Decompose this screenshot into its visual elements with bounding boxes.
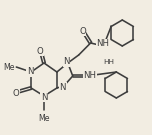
Text: NH: NH xyxy=(83,72,96,80)
Text: O: O xyxy=(13,89,20,97)
Text: N: N xyxy=(41,92,47,102)
Text: HH: HH xyxy=(103,59,114,65)
Text: O: O xyxy=(79,26,86,36)
Text: Me: Me xyxy=(38,114,50,123)
Text: NH: NH xyxy=(96,40,109,48)
Text: O: O xyxy=(37,46,43,55)
Text: N: N xyxy=(64,58,70,67)
Text: Me: Me xyxy=(3,63,14,72)
Text: N: N xyxy=(27,68,33,77)
Text: N: N xyxy=(60,82,66,92)
